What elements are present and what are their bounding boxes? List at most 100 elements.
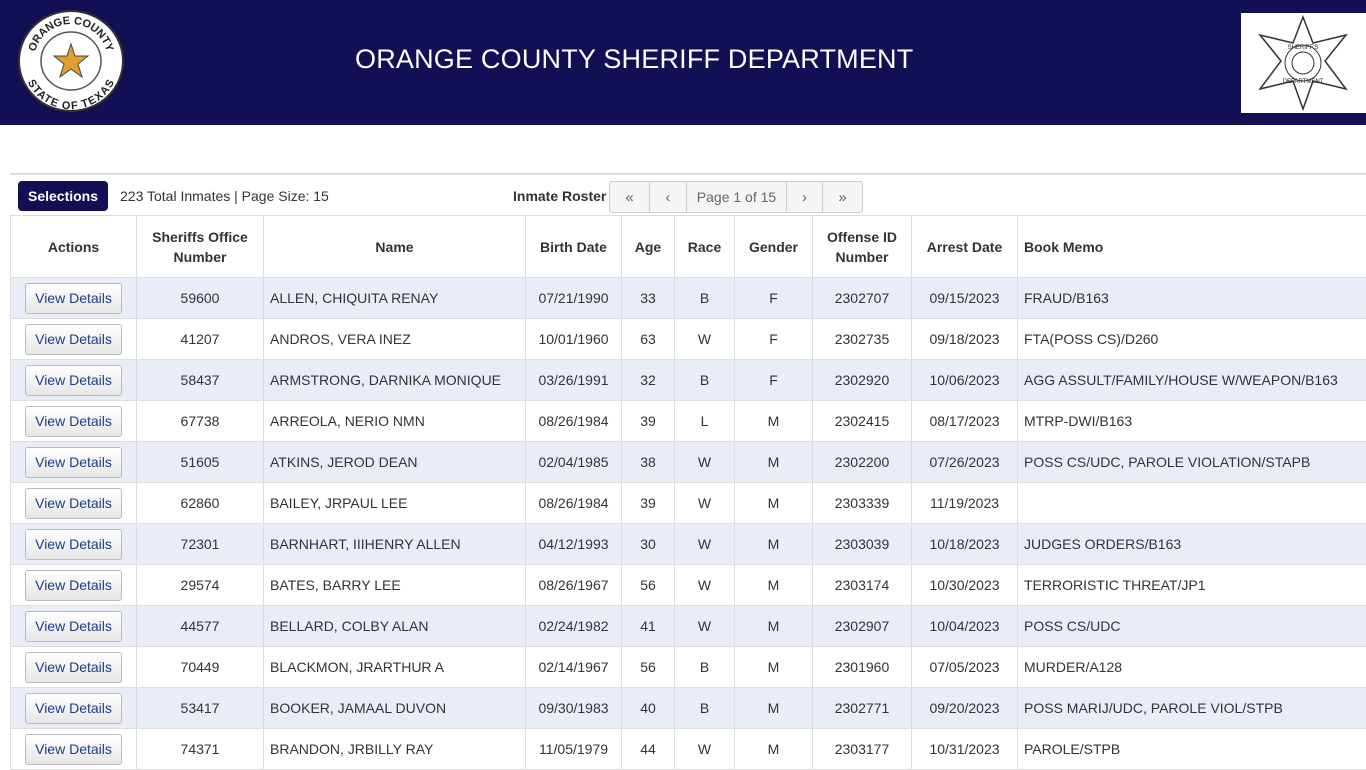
cell: FTA(POSS CS)/D260 xyxy=(1018,319,1366,360)
cell: ARREOLA, NERIO NMN xyxy=(264,401,526,442)
pager-button[interactable]: » xyxy=(823,182,862,212)
cell: BATES, BARRY LEE xyxy=(264,565,526,606)
cell: 32 xyxy=(622,360,675,401)
cell: View Details xyxy=(11,360,137,401)
cell: JUDGES ORDERS/B163 xyxy=(1018,524,1366,565)
cell: M xyxy=(735,729,813,770)
cell: ATKINS, JEROD DEAN xyxy=(264,442,526,483)
cell: M xyxy=(735,565,813,606)
cell: 2302735 xyxy=(813,319,912,360)
view-details-button[interactable]: View Details xyxy=(25,406,122,437)
cell: L xyxy=(675,401,735,442)
cell: BARNHART, IIIHENRY ALLEN xyxy=(264,524,526,565)
cell: 11/19/2023 xyxy=(912,483,1018,524)
cell: ARMSTRONG, DARNIKA MONIQUE xyxy=(264,360,526,401)
cell: 11/05/1979 xyxy=(526,729,622,770)
cell: BAILEY, JRPAUL LEE xyxy=(264,483,526,524)
cell: B xyxy=(675,647,735,688)
header: ORANGE COUNTY STATE OF TEXAS ORANGE COUN… xyxy=(0,0,1366,125)
cell: W xyxy=(675,483,735,524)
cell: 09/18/2023 xyxy=(912,319,1018,360)
cell: 09/20/2023 xyxy=(912,688,1018,729)
view-details-button[interactable]: View Details xyxy=(25,734,122,765)
cell: 44 xyxy=(622,729,675,770)
cell: 2302920 xyxy=(813,360,912,401)
column-header: Birth Date xyxy=(526,216,622,278)
selections-button[interactable]: Selections xyxy=(18,181,108,211)
toolbar: Selections 223 Total Inmates | Page Size… xyxy=(10,173,1366,215)
cell: 38 xyxy=(622,442,675,483)
cell: ANDROS, VERA INEZ xyxy=(264,319,526,360)
view-details-button[interactable]: View Details xyxy=(25,365,122,396)
cell: 41 xyxy=(622,606,675,647)
column-header: Age xyxy=(622,216,675,278)
cell: 30 xyxy=(622,524,675,565)
view-details-button[interactable]: View Details xyxy=(25,570,122,601)
cell: 70449 xyxy=(137,647,264,688)
cell: 59600 xyxy=(137,278,264,319)
cell: 10/01/1960 xyxy=(526,319,622,360)
pager-button[interactable]: › xyxy=(787,182,823,212)
cell: 53417 xyxy=(137,688,264,729)
view-details-button[interactable]: View Details xyxy=(25,324,122,355)
column-header: Name xyxy=(264,216,526,278)
pager-button[interactable]: « xyxy=(610,182,650,212)
badge-text: DEPARTMENT xyxy=(1283,79,1324,85)
cell: 44577 xyxy=(137,606,264,647)
county-seal: ORANGE COUNTY STATE OF TEXAS xyxy=(18,10,124,112)
cell: B xyxy=(675,360,735,401)
view-details-button[interactable]: View Details xyxy=(25,652,122,683)
cell: View Details xyxy=(11,401,137,442)
cell: View Details xyxy=(11,442,137,483)
cell: W xyxy=(675,524,735,565)
view-details-button[interactable]: View Details xyxy=(25,529,122,560)
cell: M xyxy=(735,606,813,647)
view-details-button[interactable]: View Details xyxy=(25,283,122,314)
cell: 58437 xyxy=(137,360,264,401)
cell: 74371 xyxy=(137,729,264,770)
cell: M xyxy=(735,647,813,688)
cell: 33 xyxy=(622,278,675,319)
cell: 2303339 xyxy=(813,483,912,524)
cell: 39 xyxy=(622,401,675,442)
summary: 223 Total Inmates | Page Size: 15 xyxy=(120,188,329,204)
cell: BLACKMON, JRARTHUR A xyxy=(264,647,526,688)
view-details-button[interactable]: View Details xyxy=(25,611,122,642)
cell: M xyxy=(735,442,813,483)
cell: 51605 xyxy=(137,442,264,483)
cell: 39 xyxy=(622,483,675,524)
view-details-button[interactable]: View Details xyxy=(25,447,122,478)
pager-button[interactable]: ‹ xyxy=(650,182,687,212)
column-header: Offense ID Number xyxy=(813,216,912,278)
cell: 10/30/2023 xyxy=(912,565,1018,606)
cell: 03/26/1991 xyxy=(526,360,622,401)
view-details-button[interactable]: View Details xyxy=(25,488,122,519)
cell: BRANDON, JRBILLY RAY xyxy=(264,729,526,770)
cell: MTRP-DWI/B163 xyxy=(1018,401,1366,442)
cell: B xyxy=(675,278,735,319)
cell: 04/12/1993 xyxy=(526,524,622,565)
cell: 56 xyxy=(622,565,675,606)
cell: F xyxy=(735,360,813,401)
sheriff-badge: SHERIFF'S DEPARTMENT xyxy=(1241,13,1366,113)
cell: 40 xyxy=(622,688,675,729)
cell: W xyxy=(675,319,735,360)
cell: 41207 xyxy=(137,319,264,360)
cell: FRAUD/B163 xyxy=(1018,278,1366,319)
cell: POSS CS/UDC xyxy=(1018,606,1366,647)
cell: B xyxy=(675,688,735,729)
view-details-button[interactable]: View Details xyxy=(25,693,122,724)
badge-text: SHERIFF'S xyxy=(1288,45,1319,51)
cell: POSS MARIJ/UDC, PAROLE VIOL/STPB xyxy=(1018,688,1366,729)
column-header: Book Memo xyxy=(1018,216,1366,278)
column-header: Arrest Date xyxy=(912,216,1018,278)
